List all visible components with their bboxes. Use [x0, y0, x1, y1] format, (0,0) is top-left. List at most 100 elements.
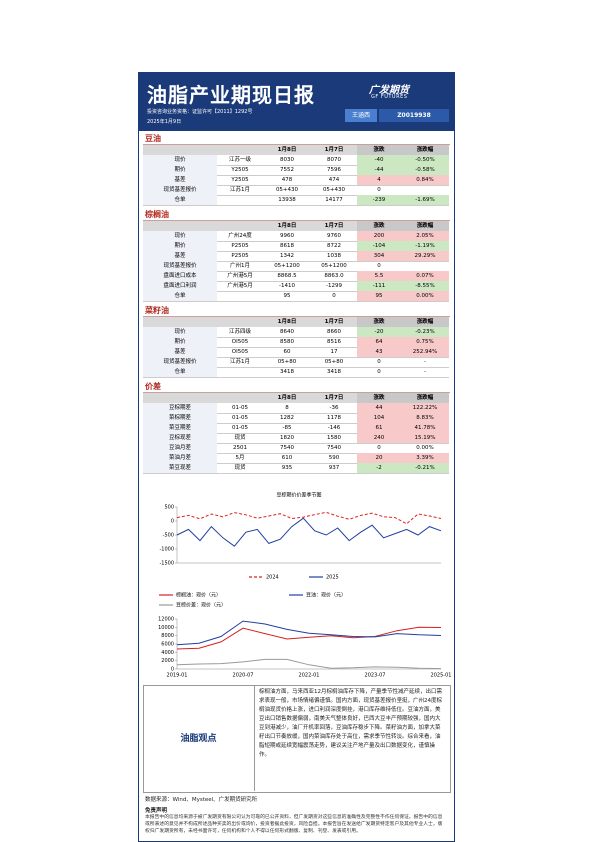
table-header-bg: [143, 317, 449, 327]
table-cell: 05+1200: [321, 263, 347, 269]
table-header-bg: [143, 221, 449, 231]
table-cell: 0.84%: [416, 177, 434, 183]
table-row-line: [143, 376, 449, 377]
table-cell: P2505: [231, 253, 249, 259]
table-cell: 29.29%: [414, 253, 436, 259]
table-cell: -20: [374, 329, 384, 335]
table-cell: 8868.5: [277, 273, 297, 279]
table-cell: 01-05: [232, 405, 248, 411]
table-header-cell: 涨跌: [357, 393, 401, 403]
table-cell-bg: [401, 433, 449, 443]
x-tick-label: 2022-01: [299, 673, 320, 679]
table-cell: 252.94%: [412, 349, 438, 355]
table-cell-bg: [357, 463, 401, 473]
table-cell: 935: [281, 465, 293, 471]
table-cell: 0.75%: [416, 339, 434, 345]
table-cell: 95: [283, 293, 291, 299]
table-cell: 104: [373, 415, 385, 421]
table-cell-bg: [357, 231, 401, 241]
table-cell-bg: [401, 155, 449, 165]
table-cell: 江苏四级: [228, 329, 251, 335]
table-cell-bg: [401, 231, 449, 241]
series-line: [176, 517, 442, 547]
table-cell: 3.39%: [416, 455, 434, 461]
table-cell-bg: [143, 337, 217, 347]
table-cell: 0: [377, 359, 381, 365]
table-cell: 05+430: [322, 187, 346, 193]
table-cell-bg: [401, 251, 449, 261]
table-header-cell: 1月7日: [324, 319, 344, 325]
table-cell: 菜豆期差: [168, 425, 191, 431]
y-tick-label: 12000: [158, 617, 174, 623]
table-cell: 8030: [280, 157, 294, 163]
table-cell: 05+80: [277, 359, 297, 365]
table-cell: 240: [373, 435, 385, 441]
table-cell: 0.00%: [416, 445, 434, 451]
table-cell: 41.78%: [414, 425, 436, 431]
table-cell: -104: [372, 243, 386, 249]
table-cell: 豆棕现差: [168, 435, 191, 441]
table-cell: Y2505: [231, 177, 249, 183]
table-row-line: [143, 290, 449, 291]
table-cell-bg: [143, 453, 217, 463]
table-cell: 0: [377, 445, 381, 451]
table-cell-bg: [143, 291, 217, 301]
section-rule: [143, 316, 450, 317]
table-header-bg: [143, 393, 449, 403]
table-cell-bg: [401, 337, 449, 347]
table-cell: 江苏1月: [230, 359, 250, 365]
table-cell: 937: [328, 465, 340, 471]
table-cell: 0: [377, 263, 381, 269]
y-tick-label: 0: [171, 519, 174, 525]
table-cell: 05+430: [275, 187, 299, 193]
table-cell: 474: [328, 177, 340, 183]
legend-label: 2025: [326, 575, 339, 581]
table-cell: 1178: [327, 415, 341, 421]
viewpoint-divider: [254, 685, 255, 791]
table-row-line: [143, 412, 449, 413]
table-row-line: [143, 366, 449, 367]
table-cell: -: [424, 359, 426, 365]
table-cell-bg: [357, 433, 401, 443]
analyst-id: Z0019938: [379, 109, 449, 122]
table-cell-bg: [401, 185, 449, 195]
table-cell: 7540: [280, 445, 294, 451]
table-cell: 仓单: [174, 369, 186, 375]
table-cell: 仓单: [174, 293, 186, 299]
table-header-cell: 1月7日: [324, 223, 344, 229]
table-cell: 01-05: [232, 415, 248, 421]
table-cell: -1.69%: [415, 197, 435, 203]
viewpoint-text: 棕榈油方面，马来西亚12月棕榈油库存下降，产量季节性减产延续，出口需求表现一般，…: [259, 689, 443, 758]
legend-label: 2024: [266, 575, 279, 581]
table-cell: 05+1200: [274, 263, 300, 269]
table-cell: 现价: [174, 329, 186, 335]
table-cell-bg: [401, 175, 449, 185]
table-cell: 8722: [327, 243, 341, 249]
table-row-line: [143, 240, 449, 241]
table-cell-bg: [357, 337, 401, 347]
table-cell-bg: [143, 281, 217, 291]
table-cell: -146: [327, 425, 341, 431]
table-cell: 盘面进口利润: [163, 283, 197, 289]
legend-label: 棕榈油：现价（元）: [176, 592, 221, 599]
table-cell: 8863.0: [324, 273, 344, 279]
table-cell-bg: [143, 231, 217, 241]
table-cell: -85: [282, 425, 292, 431]
table-cell: 1580: [327, 435, 341, 441]
table-cell: 4: [377, 177, 381, 183]
table-cell: 8070: [327, 157, 341, 163]
table-cell-bg: [143, 443, 217, 453]
table-cell-bg: [357, 403, 401, 413]
disclaimer: 本报告中的信息均来源于被广发期货有限公司认为可靠的已公开资料，但广发期货对这些信…: [145, 815, 443, 834]
table-cell: P2505: [231, 243, 249, 249]
table-cell: 豆油月差: [168, 445, 191, 451]
table-cell: 64: [375, 339, 383, 345]
section-title: 价差: [145, 382, 161, 391]
viewpoint-box: [143, 685, 451, 793]
table-cell: OI505: [231, 339, 249, 345]
table-cell-bg: [401, 281, 449, 291]
data-source: 数据来源：Wind、Mysteel、广发期货研究所: [145, 797, 258, 803]
x-tick-label: 2019-01: [167, 673, 188, 679]
logo-en: GF FUTURES: [371, 94, 408, 100]
